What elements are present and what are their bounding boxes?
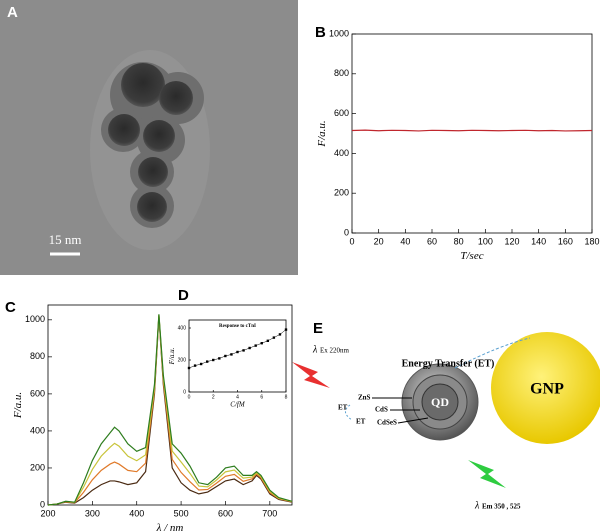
x-tick-label: 100 <box>478 236 493 246</box>
transfer-label: Energy Transfer (ET) <box>402 358 495 369</box>
y-tick-label: 400 <box>178 325 187 331</box>
x-tick-label: 4 <box>236 394 239 400</box>
point <box>242 349 245 352</box>
y-tick-label: 400 <box>30 425 45 435</box>
y-tick-label: 0 <box>344 227 349 237</box>
panel-label: B <box>315 24 326 41</box>
x-tick-label: 300 <box>85 508 100 518</box>
y-tick-label: 600 <box>334 108 349 118</box>
y-tick-label: 800 <box>334 68 349 78</box>
y-axis-label: F/a.u. <box>12 392 24 419</box>
x-tick-label: 700 <box>262 508 277 518</box>
x-tick-label: 600 <box>218 508 233 518</box>
shell-label: ZnS <box>358 394 371 402</box>
x-tick-label: 0 <box>188 394 191 400</box>
point <box>272 336 276 339</box>
et-label: ET <box>356 418 366 426</box>
excitation-label: Ex 220nm <box>320 347 350 355</box>
x-tick-label: 500 <box>174 508 189 518</box>
x-tick-label: 2 <box>212 394 215 400</box>
y-axis-label: F/a.u. <box>316 120 328 147</box>
panel-label: E <box>313 320 323 337</box>
y-tick-label: 1000 <box>329 28 349 38</box>
x-tick-label: 160 <box>558 236 573 246</box>
emission-label: Em 350 , 525 <box>482 503 521 511</box>
x-tick-label: 400 <box>129 508 144 518</box>
y-tick-label: 800 <box>30 351 45 361</box>
acceptor-label: GNP <box>530 381 564 398</box>
y-tick-label: 200 <box>30 462 45 472</box>
x-tick-label: 80 <box>454 236 464 246</box>
x-tick-label: 40 <box>400 236 410 246</box>
point <box>230 353 233 356</box>
point <box>218 357 221 360</box>
point <box>260 342 263 345</box>
point <box>248 346 251 350</box>
y-tick-label: 600 <box>30 388 45 398</box>
plot-frame <box>188 319 287 393</box>
charts: 0 20 40 60 80 100 120 140 160 1800200400600800100… <box>12 28 600 532</box>
point <box>224 354 227 358</box>
energy-diagram <box>292 332 600 488</box>
point <box>266 339 270 342</box>
series-line <box>47 314 293 506</box>
point <box>236 350 239 354</box>
y-tick-label: 1000 <box>25 314 45 324</box>
point <box>284 328 288 331</box>
scale-bar-label: 15 nm <box>49 232 82 247</box>
shell-label: CdSeS <box>377 419 397 427</box>
y-tick-label: 0 <box>183 389 186 395</box>
y-tick-label: 0 <box>40 499 45 509</box>
chart-title: Response to cTnI <box>219 324 256 329</box>
point <box>205 360 209 363</box>
x-tick-label: 8 <box>285 394 288 400</box>
emission-symbol: λ <box>474 500 480 511</box>
x-axis-label: λ / nm <box>156 522 184 532</box>
panel-label: D <box>178 287 189 304</box>
panel-label: C <box>5 299 16 316</box>
tem-image <box>0 0 298 275</box>
x-axis-label: C/fM <box>230 401 246 409</box>
excitation-symbol: λ <box>312 344 318 355</box>
plot-frame <box>47 304 293 506</box>
core-label: QD <box>431 395 449 409</box>
x-tick-label: 200 <box>40 508 55 518</box>
y-tick-label: 200 <box>178 357 187 363</box>
point <box>199 362 203 366</box>
shell-label: CdS <box>375 406 388 414</box>
x-tick-label: 20 <box>374 236 384 246</box>
y-tick-label: 200 <box>334 188 349 198</box>
x-tick-label: 60 <box>427 236 437 246</box>
x-tick-label: 0 <box>349 236 354 246</box>
panel-label: A <box>7 4 18 21</box>
point <box>254 344 257 347</box>
x-axis-label: T/sec <box>460 250 483 262</box>
x-tick-label: 180 <box>584 236 599 246</box>
y-tick-label: 400 <box>334 148 349 158</box>
x-tick-label: 120 <box>504 236 519 246</box>
series-line <box>351 129 593 132</box>
point <box>278 333 282 336</box>
x-tick-label: 6 <box>260 394 263 400</box>
plot-frame <box>351 33 593 234</box>
et-label: ET <box>338 404 348 412</box>
point <box>193 364 197 367</box>
x-tick-label: 140 <box>531 236 546 246</box>
point <box>212 358 215 362</box>
point <box>187 366 191 370</box>
y-axis-label: F/a.u. <box>168 347 176 365</box>
